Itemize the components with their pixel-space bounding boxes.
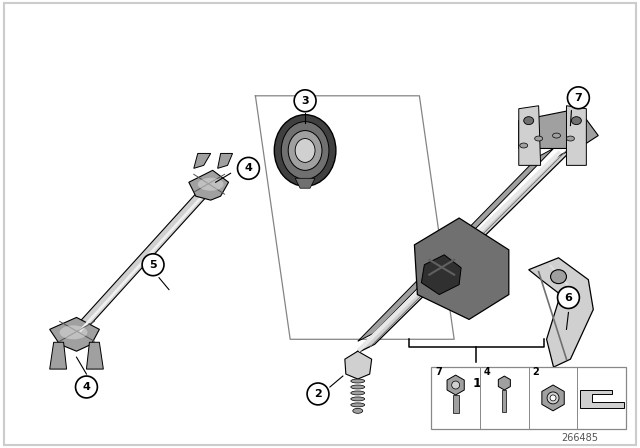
Polygon shape (542, 385, 564, 411)
Polygon shape (295, 178, 315, 188)
Circle shape (557, 287, 579, 309)
Polygon shape (86, 342, 103, 369)
Ellipse shape (351, 391, 365, 395)
Bar (452, 395, 459, 413)
Ellipse shape (351, 397, 365, 401)
Ellipse shape (288, 130, 322, 170)
Polygon shape (519, 106, 541, 165)
Polygon shape (447, 375, 464, 395)
Text: 4: 4 (484, 367, 491, 377)
FancyBboxPatch shape (4, 4, 636, 444)
Polygon shape (50, 342, 67, 369)
Ellipse shape (351, 385, 365, 389)
Polygon shape (218, 154, 232, 168)
Circle shape (307, 383, 329, 405)
Polygon shape (76, 187, 209, 333)
Ellipse shape (552, 133, 561, 138)
Ellipse shape (198, 178, 223, 191)
Ellipse shape (452, 381, 460, 389)
Circle shape (76, 376, 97, 398)
Polygon shape (355, 148, 573, 354)
Circle shape (237, 157, 259, 179)
Polygon shape (358, 148, 554, 341)
Text: 4: 4 (83, 382, 90, 392)
Ellipse shape (351, 403, 365, 407)
Polygon shape (345, 351, 372, 379)
Text: 3: 3 (301, 96, 309, 106)
Ellipse shape (295, 138, 315, 162)
Ellipse shape (353, 408, 363, 414)
Ellipse shape (550, 270, 566, 284)
Polygon shape (580, 390, 623, 408)
Bar (502, 390, 506, 412)
Polygon shape (194, 154, 211, 168)
Ellipse shape (520, 143, 528, 148)
FancyBboxPatch shape (431, 367, 626, 429)
Ellipse shape (524, 116, 534, 125)
Text: 7: 7 (575, 93, 582, 103)
Text: 2: 2 (532, 367, 540, 377)
Circle shape (294, 90, 316, 112)
Text: 4: 4 (244, 164, 252, 173)
Ellipse shape (275, 115, 336, 186)
Ellipse shape (534, 136, 543, 141)
Circle shape (568, 87, 589, 109)
Ellipse shape (550, 395, 556, 401)
Text: 6: 6 (564, 293, 572, 302)
Text: 2: 2 (314, 389, 322, 399)
Ellipse shape (60, 325, 88, 339)
Polygon shape (519, 109, 598, 148)
Ellipse shape (547, 392, 559, 404)
Polygon shape (499, 376, 510, 390)
Polygon shape (421, 255, 461, 294)
Ellipse shape (281, 122, 329, 179)
Circle shape (142, 254, 164, 276)
Text: 5: 5 (149, 260, 157, 270)
Polygon shape (189, 170, 228, 200)
Polygon shape (415, 218, 509, 319)
Text: 7: 7 (435, 367, 442, 377)
Ellipse shape (572, 116, 581, 125)
Polygon shape (50, 318, 99, 351)
Ellipse shape (566, 136, 575, 141)
Polygon shape (529, 258, 593, 367)
Ellipse shape (351, 379, 365, 383)
Text: 1: 1 (473, 377, 481, 390)
Polygon shape (566, 106, 586, 165)
Text: 266485: 266485 (561, 433, 598, 443)
